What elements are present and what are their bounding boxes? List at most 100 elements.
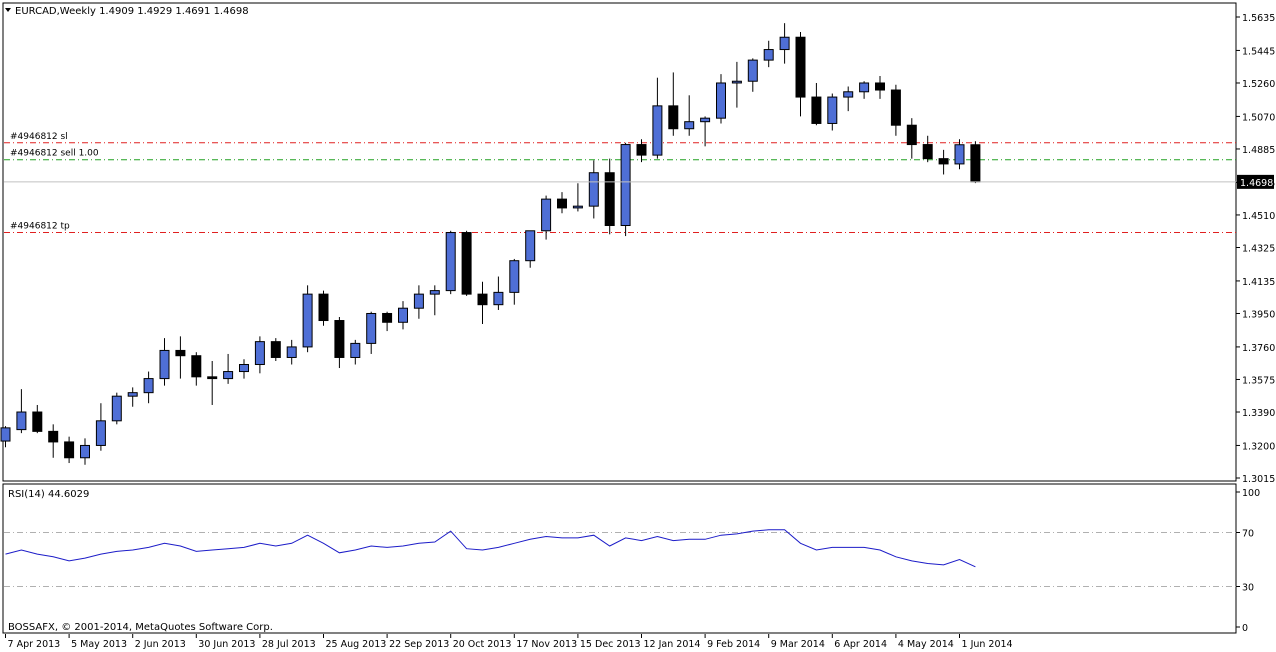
candle bbox=[48, 424, 59, 458]
candle-body bbox=[700, 117, 711, 123]
price-pane-frame bbox=[2, 2, 1237, 482]
candle bbox=[32, 404, 43, 434]
candle bbox=[795, 31, 806, 117]
candle-body bbox=[875, 82, 885, 91]
price-tick-label: 1.5445 bbox=[1242, 46, 1275, 57]
candle bbox=[16, 389, 27, 434]
candle-body bbox=[223, 371, 234, 380]
candle-body bbox=[859, 82, 870, 93]
candle bbox=[159, 338, 170, 386]
candle-body bbox=[557, 198, 567, 209]
symbol-header: EURCAD,Weekly 1.4909 1.4929 1.4691 1.469… bbox=[15, 6, 249, 17]
candle bbox=[700, 116, 711, 147]
candle bbox=[382, 311, 393, 332]
candle-body bbox=[175, 349, 186, 357]
candle bbox=[620, 142, 631, 237]
candle-body bbox=[811, 96, 822, 124]
candle bbox=[588, 160, 599, 219]
candle bbox=[334, 317, 345, 369]
candle bbox=[922, 135, 933, 163]
candle bbox=[938, 149, 949, 175]
candle-body bbox=[254, 341, 265, 366]
copyright-text: BOSSAFX, © 2001-2014, MetaQuotes Softwar… bbox=[8, 622, 273, 633]
price-tick-label: 1.3015 bbox=[1242, 474, 1275, 485]
candle-body bbox=[604, 172, 615, 227]
current-price-label: 1.4698 bbox=[1240, 178, 1273, 189]
candle bbox=[859, 81, 870, 99]
candle bbox=[525, 230, 536, 268]
price-tick-label: 1.4510 bbox=[1242, 211, 1275, 222]
time-tick-label: 6 Apr 2014 bbox=[834, 639, 887, 650]
candle-body bbox=[970, 144, 981, 183]
candle bbox=[731, 61, 742, 108]
candle bbox=[413, 285, 424, 319]
candle-body bbox=[239, 364, 249, 373]
order-line-label: #4946812 tp bbox=[10, 222, 70, 232]
candle-body bbox=[827, 96, 838, 124]
candle-body bbox=[80, 444, 90, 459]
candle-body bbox=[461, 232, 472, 295]
candle bbox=[429, 285, 440, 316]
candle bbox=[557, 192, 567, 214]
time-tick-label: 5 May 2013 bbox=[71, 639, 127, 650]
candle bbox=[302, 285, 313, 353]
price-tick-label: 1.3760 bbox=[1242, 343, 1275, 354]
candle bbox=[286, 339, 297, 365]
rsi-pane[interactable]: RSI(14) 44.6029 100 70 30 0 BOSSAFX, © 2001… bbox=[2, 483, 1260, 634]
candle bbox=[350, 339, 361, 365]
price-tick-label: 1.3390 bbox=[1242, 408, 1275, 419]
time-tick-label: 4 May 2014 bbox=[898, 639, 954, 650]
candle-body bbox=[636, 144, 647, 156]
candle-body bbox=[191, 355, 202, 378]
candle-body bbox=[445, 232, 456, 292]
candle-body bbox=[318, 293, 329, 322]
candle bbox=[843, 86, 854, 112]
candle-body bbox=[620, 144, 631, 227]
order-line-label: #4946812 sell 1.00 bbox=[10, 149, 99, 159]
rsi-tick-label: 30 bbox=[1242, 583, 1254, 594]
candle bbox=[668, 72, 679, 136]
candle-body bbox=[906, 124, 917, 146]
order-lines: #4946812 sl #4946812 sell 1.00 #4946812 tp bbox=[4, 132, 1236, 234]
candle bbox=[890, 84, 901, 136]
price-pane[interactable]: EURCAD,Weekly 1.4909 1.4929 1.4691 1.469… bbox=[0, 2, 1275, 485]
candle-body bbox=[843, 91, 854, 98]
candle-body bbox=[747, 59, 758, 82]
time-tick-label: 7 Apr 2013 bbox=[8, 639, 61, 650]
candle bbox=[875, 75, 885, 99]
candle bbox=[366, 311, 377, 354]
candle-body bbox=[413, 293, 424, 309]
time-tick-label: 9 Mar 2014 bbox=[771, 639, 825, 650]
candle bbox=[461, 230, 472, 296]
current-price-box bbox=[1237, 174, 1274, 189]
candle-body bbox=[779, 36, 790, 51]
dropdown-arrow-icon[interactable] bbox=[5, 8, 11, 12]
candle bbox=[509, 258, 520, 305]
price-tick-label: 1.5260 bbox=[1242, 79, 1275, 90]
candle bbox=[398, 301, 408, 330]
rsi-axis: 100 70 30 0 bbox=[4, 488, 1260, 634]
candle bbox=[239, 359, 249, 379]
candle bbox=[604, 158, 615, 235]
candle-body bbox=[159, 349, 170, 380]
price-tick-label: 1.4135 bbox=[1242, 277, 1275, 288]
time-tick-label: 2 Jun 2013 bbox=[135, 639, 186, 650]
candle-body bbox=[334, 320, 345, 358]
candle bbox=[191, 352, 202, 386]
candle bbox=[445, 230, 456, 295]
candle-body bbox=[731, 80, 742, 84]
candle-body bbox=[366, 312, 377, 344]
candle-body bbox=[64, 441, 75, 459]
time-tick-label: 12 Jan 2014 bbox=[644, 639, 701, 650]
time-tick-label: 20 Oct 2013 bbox=[453, 639, 512, 650]
candle-body bbox=[652, 105, 663, 156]
candle-body bbox=[111, 395, 122, 422]
candle-body bbox=[207, 376, 218, 380]
candle bbox=[254, 336, 265, 374]
time-tick-label: 22 Sep 2013 bbox=[389, 639, 449, 650]
candle-body bbox=[286, 346, 297, 358]
time-tick-label: 25 Aug 2013 bbox=[326, 639, 387, 650]
price-tick-label: 1.4885 bbox=[1242, 145, 1275, 156]
